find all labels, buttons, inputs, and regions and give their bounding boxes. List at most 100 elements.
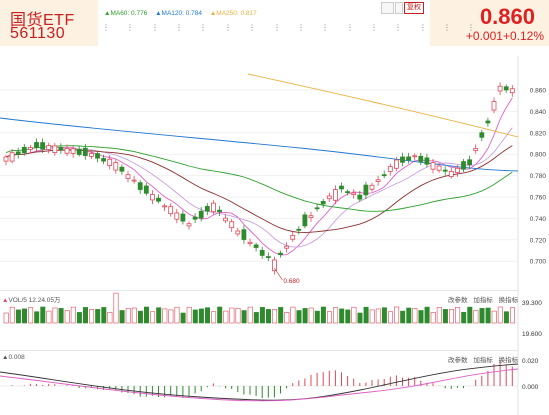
candle-body xyxy=(131,179,137,182)
candle-body xyxy=(223,217,229,222)
candle-body xyxy=(3,156,9,162)
candle-body xyxy=(357,194,363,200)
event-marker-icon[interactable]: ⋮ xyxy=(102,23,110,32)
vol-change-params[interactable]: 改参数 xyxy=(448,297,468,304)
vol-add-indicator[interactable]: 加指标 xyxy=(473,297,493,304)
volume-bar xyxy=(406,307,412,324)
volume-bar xyxy=(369,309,375,324)
volume-bar xyxy=(455,307,461,324)
candle-body xyxy=(168,206,174,215)
event-marker-icon[interactable]: ⋮ xyxy=(224,23,232,32)
candle-body xyxy=(332,189,338,201)
security-info-panel: 国货ETF 561130 xyxy=(0,0,98,46)
ma120-line xyxy=(0,117,519,172)
toolbar-button-2[interactable] xyxy=(395,2,403,14)
volume-bar xyxy=(253,312,259,324)
candle-body xyxy=(101,158,106,162)
volume-bar xyxy=(345,309,351,324)
candle-body xyxy=(180,213,186,222)
candle-body xyxy=(320,200,326,205)
volume-bar xyxy=(259,307,265,324)
volume-bar xyxy=(107,311,113,324)
candle-body xyxy=(485,120,491,124)
candle-body xyxy=(442,169,448,172)
candle-body xyxy=(436,165,442,171)
volume-bar xyxy=(467,306,473,324)
volume-tools[interactable]: 改参数 加指标 换指标 xyxy=(448,294,518,304)
candle-body xyxy=(381,174,387,177)
event-marker-icon[interactable]: ⋮ xyxy=(175,23,183,32)
min-price-label: 0.680 xyxy=(283,278,300,285)
vol-switch-indicator[interactable]: 换指标 xyxy=(498,297,519,304)
macd-tools[interactable]: 改参数 加指标 换指标 xyxy=(448,354,518,364)
volume-bar xyxy=(278,307,284,324)
candle-body xyxy=(89,153,94,157)
event-marker-icon[interactable]: ⋮ xyxy=(321,23,329,32)
volume-bar xyxy=(198,308,204,324)
volume-bar xyxy=(9,306,15,324)
ma60-legend: ▲MA60: 0.776 xyxy=(104,10,148,17)
last-price: 0.860 xyxy=(479,4,535,29)
volume-bar xyxy=(479,308,485,324)
candle-body xyxy=(509,88,515,94)
toolbar-button-1[interactable] xyxy=(381,2,394,14)
candle-body xyxy=(58,147,64,150)
volume-bar xyxy=(326,311,332,324)
candle-body xyxy=(235,230,241,235)
min-marker-line xyxy=(274,267,283,281)
candle-body xyxy=(345,191,351,194)
candle-body xyxy=(107,158,113,166)
macd-change-params[interactable]: 改参数 xyxy=(448,357,468,364)
ma60-line xyxy=(5,145,513,212)
volume-bar xyxy=(125,308,131,324)
volume-bar xyxy=(205,307,211,324)
volume-bar xyxy=(137,310,143,324)
event-marker-icon[interactable]: ⋮ xyxy=(419,23,427,32)
price-axis-label: 0.780 xyxy=(530,173,547,180)
candle-body xyxy=(149,194,155,201)
candle-body xyxy=(125,174,131,179)
volume-bar xyxy=(448,309,454,324)
event-marker-icon[interactable]: ⋮ xyxy=(273,23,281,32)
volume-bar xyxy=(265,309,271,324)
event-marker-icon[interactable]: ⋮ xyxy=(126,23,134,32)
volume-bar xyxy=(394,306,400,324)
candle-body xyxy=(9,152,15,162)
event-marker-icon[interactable]: ⋮ xyxy=(199,23,207,32)
macd-add-indicator[interactable]: 加指标 xyxy=(473,357,493,364)
candle-body xyxy=(424,157,430,165)
volume-bar xyxy=(247,306,253,324)
event-marker-icon[interactable]: ⋮ xyxy=(467,23,475,32)
macd-label: ▲0.008 xyxy=(2,354,25,361)
candle-body xyxy=(192,216,198,220)
volume-bar xyxy=(418,310,424,324)
event-marker-icon[interactable]: ⋮ xyxy=(297,23,305,32)
event-marker-icon[interactable]: ⋮ xyxy=(151,23,159,32)
ma10-line xyxy=(5,127,513,248)
price-axis-label: 0.700 xyxy=(530,259,547,266)
candle-body xyxy=(143,185,149,194)
price-axis-label: 0.800 xyxy=(530,152,547,159)
event-marker-icon[interactable]: ⋮ xyxy=(443,23,451,32)
candle-body xyxy=(461,161,466,170)
adjust-tab[interactable]: 复权 xyxy=(404,2,424,14)
event-marker-icon[interactable]: ⋮ xyxy=(248,23,256,32)
macd-switch-indicator[interactable]: 换指标 xyxy=(498,357,519,364)
candle-body xyxy=(296,228,302,231)
candle-body xyxy=(503,86,509,91)
volume-bar xyxy=(363,306,369,324)
volume-bar xyxy=(174,306,180,324)
event-marker-icon[interactable]: ⋮ xyxy=(370,23,378,32)
candle-body xyxy=(162,205,168,208)
event-marker-icon[interactable]: ⋮ xyxy=(394,23,402,32)
candle-body xyxy=(314,207,320,210)
candle-body xyxy=(247,241,253,245)
candle-body xyxy=(290,234,296,240)
candle-body xyxy=(70,148,76,154)
volume-bar xyxy=(308,307,314,324)
volume-bar xyxy=(150,311,156,324)
volume-bar xyxy=(46,310,52,324)
candle-body xyxy=(351,192,357,196)
event-marker-icon[interactable]: ⋮ xyxy=(346,23,354,32)
